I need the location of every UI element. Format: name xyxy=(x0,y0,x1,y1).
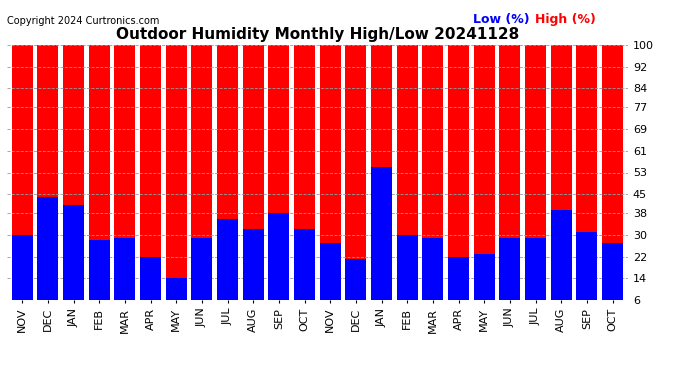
Bar xyxy=(422,238,444,300)
Bar xyxy=(217,219,238,300)
Bar xyxy=(191,45,213,300)
Bar xyxy=(525,238,546,300)
Bar xyxy=(602,243,623,300)
Bar xyxy=(115,238,135,300)
Text: Low (%): Low (%) xyxy=(473,13,529,26)
Bar xyxy=(551,210,572,300)
Bar xyxy=(371,167,392,300)
Bar xyxy=(294,45,315,300)
Bar xyxy=(473,254,495,300)
Bar xyxy=(89,45,110,300)
Bar xyxy=(191,238,213,300)
Bar xyxy=(525,45,546,300)
Bar xyxy=(346,259,366,300)
Bar xyxy=(500,45,520,300)
Text: Copyright 2024 Curtronics.com: Copyright 2024 Curtronics.com xyxy=(7,16,159,26)
Bar xyxy=(63,205,84,300)
Bar xyxy=(37,45,59,300)
Bar xyxy=(268,45,289,300)
Bar xyxy=(576,45,598,300)
Bar xyxy=(294,230,315,300)
Bar xyxy=(243,45,264,300)
Text: High (%): High (%) xyxy=(535,13,595,26)
Bar xyxy=(448,256,469,300)
Bar xyxy=(217,45,238,300)
Bar xyxy=(397,235,417,300)
Bar xyxy=(319,45,341,300)
Bar xyxy=(166,278,187,300)
Bar xyxy=(63,45,84,300)
Bar xyxy=(89,240,110,300)
Bar xyxy=(37,197,59,300)
Title: Outdoor Humidity Monthly High/Low 20241128: Outdoor Humidity Monthly High/Low 202411… xyxy=(116,27,519,42)
Bar xyxy=(243,230,264,300)
Bar xyxy=(448,45,469,300)
Bar xyxy=(500,238,520,300)
Bar xyxy=(602,45,623,300)
Bar xyxy=(346,45,366,300)
Bar xyxy=(140,45,161,300)
Bar xyxy=(576,232,598,300)
Bar xyxy=(371,45,392,300)
Bar xyxy=(473,45,495,300)
Bar xyxy=(268,213,289,300)
Bar xyxy=(422,45,444,300)
Bar xyxy=(319,243,341,300)
Bar xyxy=(166,45,187,300)
Bar xyxy=(551,45,572,300)
Bar xyxy=(12,235,33,300)
Bar xyxy=(115,45,135,300)
Bar xyxy=(397,45,417,300)
Bar xyxy=(12,45,33,300)
Bar xyxy=(140,256,161,300)
